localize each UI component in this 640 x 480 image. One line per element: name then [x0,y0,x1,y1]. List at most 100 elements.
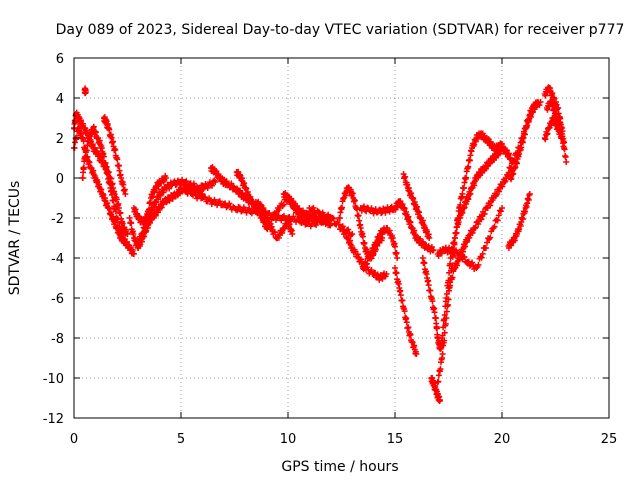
data-point [83,147,90,154]
data-point [465,258,472,265]
data-point [457,201,464,208]
data-point [228,180,235,187]
data-point [100,153,107,160]
data-point [113,196,120,203]
data-point [478,254,485,261]
data-point [439,350,446,357]
data-point [463,174,470,181]
data-point [104,170,111,177]
data-point [157,192,164,199]
data-point [360,266,367,273]
data-point [310,204,317,211]
data-point [359,265,366,271]
data-point [430,247,437,253]
data-point [440,324,447,331]
data-point [313,221,320,228]
data-point [335,221,342,228]
data-point [166,197,173,204]
data-point [306,221,313,227]
data-point [246,205,253,212]
data-point [526,191,533,197]
data-point [106,126,113,133]
data-point [410,195,417,202]
data-point [491,223,498,230]
data-point [174,177,181,184]
y-tick-label: -2 [51,212,64,227]
data-point [330,215,337,222]
data-point [557,119,564,126]
data-point [429,298,436,305]
data-point [117,210,124,217]
data-point [112,146,119,153]
data-point [478,216,485,223]
data-point [438,250,445,257]
data-point [338,225,345,231]
data-point [246,195,253,201]
data-point [82,153,89,160]
data-point [190,180,197,187]
data-point [120,181,127,188]
data-point [402,173,409,180]
data-point [469,259,476,266]
data-point [336,214,343,221]
data-point [563,159,570,165]
data-point [373,239,380,246]
data-point [446,284,453,291]
data-point [73,134,80,141]
data-point [446,269,453,276]
y-tick-label: -4 [51,252,64,267]
data-point [128,220,135,227]
data-point [264,215,271,222]
data-point [533,101,540,107]
data-point [140,229,147,236]
data-point [80,164,87,171]
data-point [278,228,285,235]
data-point [466,234,473,241]
data-point [339,204,346,211]
data-point [278,217,285,224]
data-point [271,229,278,236]
data-point [354,206,361,213]
y-tick-label: 4 [56,92,64,107]
data-point [393,270,400,277]
data-point [453,229,460,236]
data-point [339,223,346,230]
data-point [475,261,482,268]
plot-frame [73,57,610,419]
data-point [432,315,439,322]
data-point [499,183,506,190]
data-point [248,210,255,217]
data-point [461,204,468,211]
data-point [457,249,464,256]
data-point [363,260,370,267]
data-point [449,274,456,281]
data-point [442,320,449,327]
data-point [399,297,406,304]
data-point [120,231,127,237]
data-point [355,212,362,219]
data-point [360,203,367,210]
data-point [441,311,448,318]
data-point [498,182,505,189]
data-point [512,164,519,171]
y-axis-label: SDTVAR / TECUs [7,181,23,296]
data-point [386,208,393,215]
data-point [233,185,240,192]
data-point [394,255,401,261]
data-point [496,188,503,195]
data-point [525,196,532,203]
data-point [79,174,86,181]
data-points [71,84,570,405]
y-tick-label: -6 [51,292,64,307]
data-point [497,208,504,215]
data-point [358,256,365,263]
data-point [368,267,375,274]
data-point [447,279,454,286]
x-tick-label: 15 [387,432,404,447]
data-point [106,205,113,212]
data-point [243,185,250,192]
data-point [447,260,454,267]
data-point [163,175,170,181]
data-point [212,179,219,185]
data-point [481,210,488,217]
